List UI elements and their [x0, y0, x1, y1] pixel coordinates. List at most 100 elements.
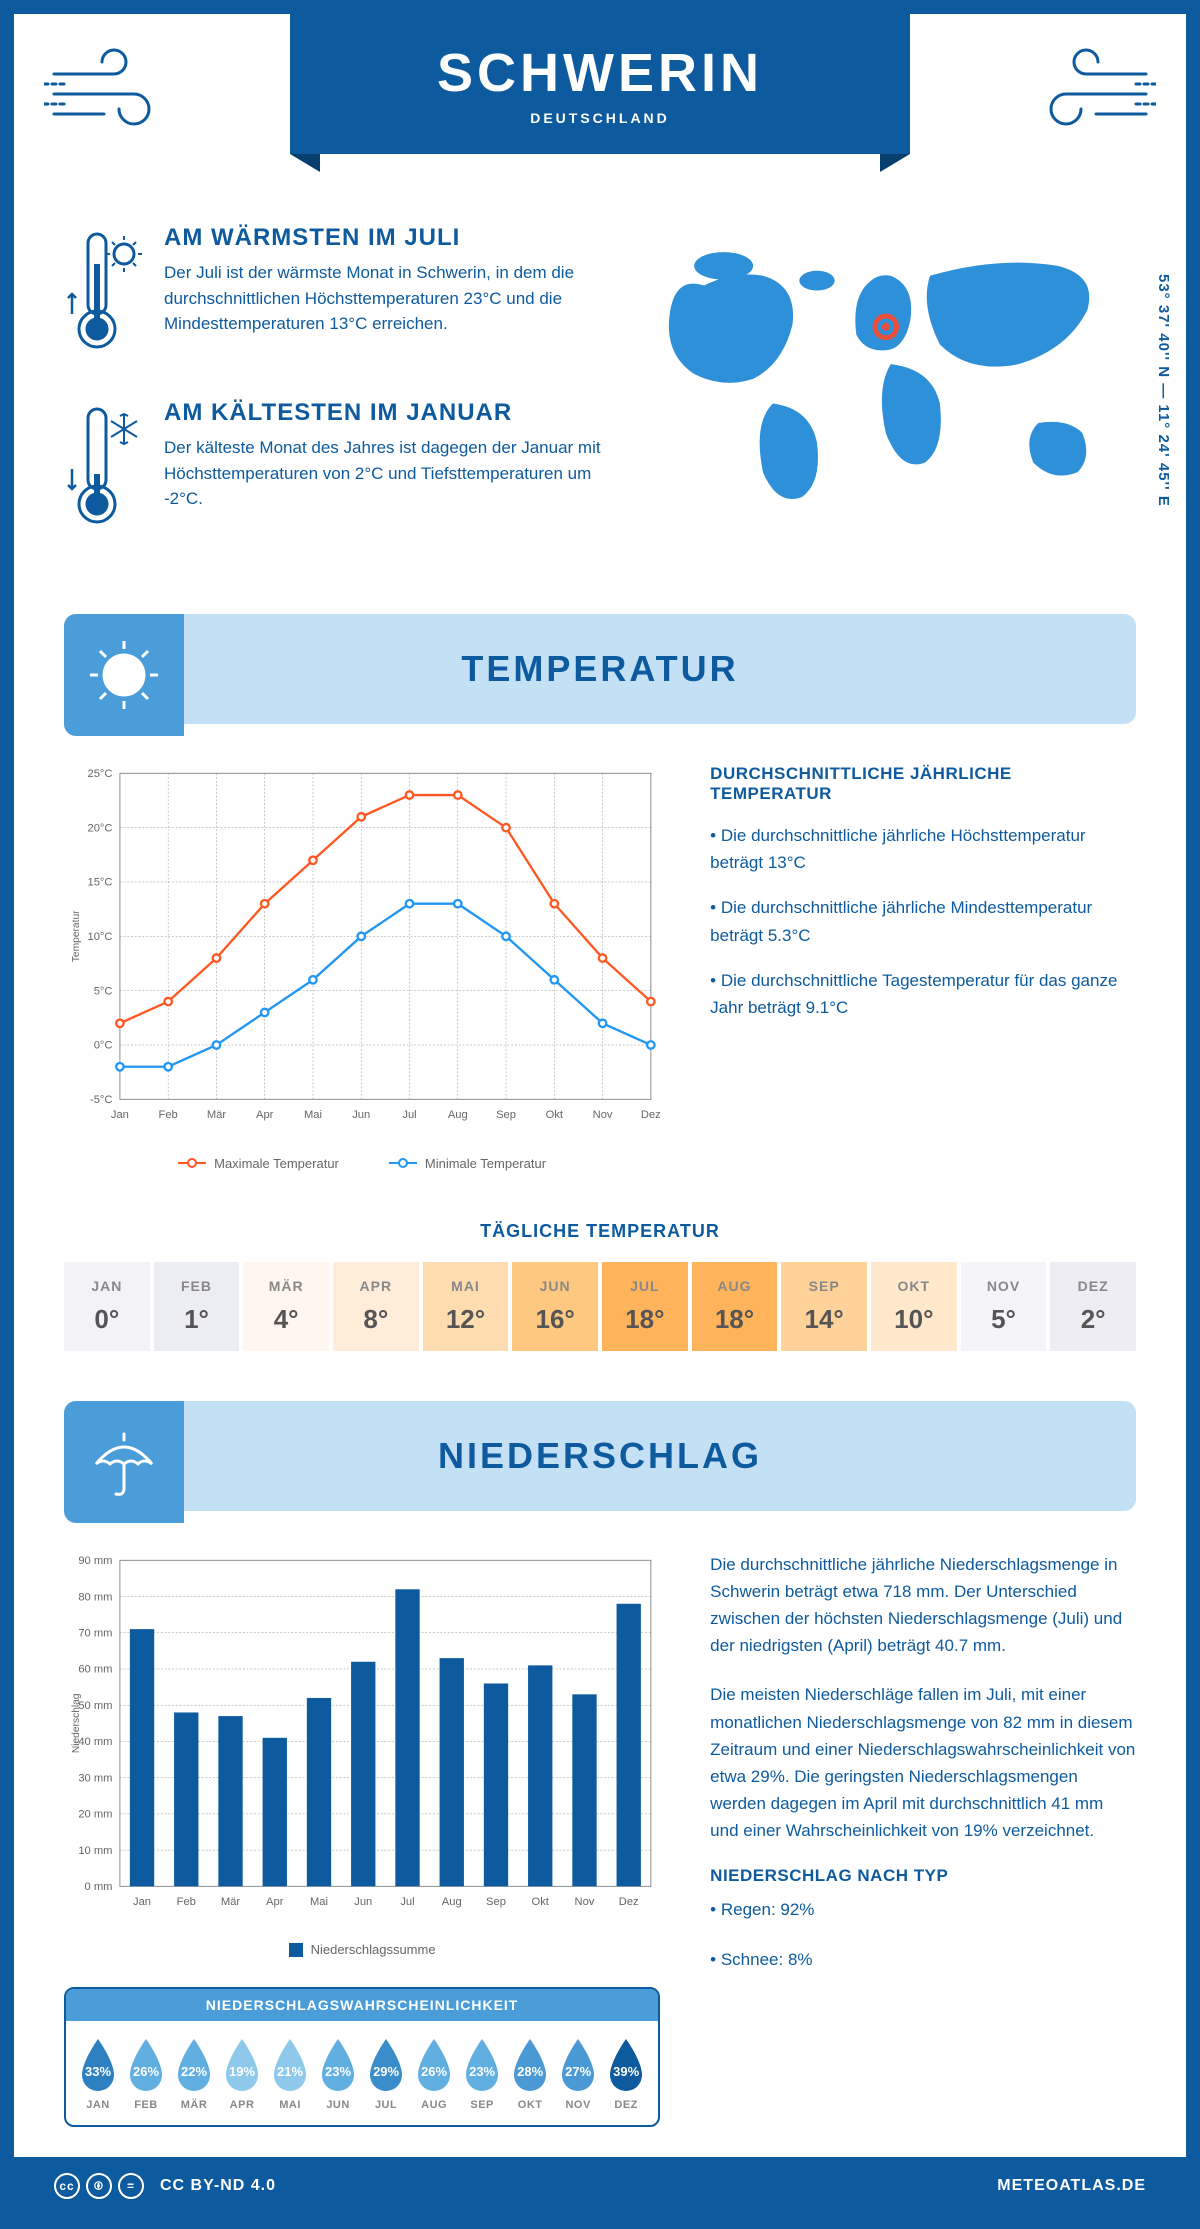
droplet-value: 23% — [469, 2064, 495, 2079]
droplet-month: JUN — [314, 2099, 362, 2111]
svg-text:Feb: Feb — [159, 1109, 178, 1121]
month-cell: JUN16° — [512, 1262, 598, 1351]
month-value: 12° — [427, 1304, 505, 1335]
month-label: NOV — [965, 1278, 1043, 1294]
svg-text:0°C: 0°C — [94, 1040, 113, 1052]
svg-text:Nov: Nov — [575, 1896, 595, 1908]
svg-text:10 mm: 10 mm — [78, 1844, 112, 1856]
month-cell: NOV 5° — [961, 1262, 1047, 1351]
droplet-month: AUG — [410, 2099, 458, 2111]
daily-temp-grid: JAN0°FEB1°MÄR4°APR8°MAI12°JUN16°JUL18°AU… — [64, 1262, 1136, 1351]
droplet-icon: 26% — [124, 2037, 168, 2093]
month-value: 2° — [1054, 1304, 1132, 1335]
month-cell: DEZ 2° — [1050, 1262, 1136, 1351]
svg-text:Nov: Nov — [593, 1109, 613, 1121]
droplet-value: 39% — [613, 2064, 639, 2079]
coordinates-label: 53° 37' 40'' N — 11° 24' 45'' E — [1155, 274, 1172, 507]
month-label: AUG — [696, 1278, 774, 1294]
coldest-text: Der kälteste Monat des Jahres ist dagege… — [164, 435, 605, 512]
precip-legend: Niederschlagssumme — [64, 1942, 660, 1957]
month-label: MÄR — [247, 1278, 325, 1294]
precip-text-1: Die durchschnittliche jährliche Niedersc… — [710, 1551, 1136, 1660]
month-label: SEP — [785, 1278, 863, 1294]
svg-text:20 mm: 20 mm — [78, 1808, 112, 1820]
droplet-value: 28% — [517, 2064, 543, 2079]
month-value: 5° — [965, 1304, 1043, 1335]
droplet-value: 26% — [421, 2064, 447, 2079]
temp-legend: Maximale Temperatur Minimale Temperatur — [64, 1156, 660, 1171]
svg-text:Jan: Jan — [133, 1896, 151, 1908]
precipitation-title: NIEDERSCHLAG — [134, 1435, 1066, 1477]
warmest-title: AM WÄRMSTEN IM JULI — [164, 224, 605, 252]
precipitation-section-header: NIEDERSCHLAG — [64, 1401, 1136, 1511]
precipitation-aside: Die durchschnittliche jährliche Niedersc… — [710, 1551, 1136, 2128]
droplet-value: 22% — [181, 2064, 207, 2079]
svg-text:80 mm: 80 mm — [78, 1591, 112, 1603]
droplet-icon: 27% — [556, 2037, 600, 2093]
site-label: METEOATLAS.DE — [997, 2177, 1146, 2195]
precip-type-bullet: • Regen: 92% — [710, 1896, 1136, 1923]
svg-text:30 mm: 30 mm — [78, 1772, 112, 1784]
probability-title: NIEDERSCHLAGSWAHRSCHEINLICHKEIT — [66, 1989, 658, 2021]
daily-temp-title: TÄGLICHE TEMPERATUR — [64, 1221, 1136, 1242]
droplet-cell: 26% AUG — [410, 2037, 458, 2111]
world-map — [645, 224, 1136, 524]
month-value: 16° — [516, 1304, 594, 1335]
droplet-month: JUL — [362, 2099, 410, 2111]
thermometer-hot-icon — [64, 224, 144, 369]
city-title: SCHWERIN — [437, 42, 763, 104]
droplet-value: 23% — [325, 2064, 351, 2079]
svg-text:90 mm: 90 mm — [78, 1555, 112, 1567]
svg-text:5°C: 5°C — [94, 985, 113, 997]
svg-text:15°C: 15°C — [88, 877, 113, 889]
svg-text:Apr: Apr — [256, 1109, 274, 1121]
month-label: OKT — [875, 1278, 953, 1294]
month-label: MAI — [427, 1278, 505, 1294]
month-cell: AUG 18° — [692, 1262, 778, 1351]
droplet-month: MÄR — [170, 2099, 218, 2111]
droplet-month: OKT — [506, 2099, 554, 2111]
droplet-cell: 19% APR — [218, 2037, 266, 2111]
month-value: 8° — [337, 1304, 415, 1335]
svg-text:Aug: Aug — [448, 1109, 468, 1121]
droplet-month: NOV — [554, 2099, 602, 2111]
month-value: 18° — [696, 1304, 774, 1335]
footer: cc 🅯 = CC BY-ND 4.0 METEOATLAS.DE — [14, 2157, 1186, 2215]
svg-text:Dez: Dez — [619, 1896, 639, 1908]
license-block: cc 🅯 = CC BY-ND 4.0 — [54, 2173, 276, 2199]
svg-text:Temperatur: Temperatur — [71, 910, 82, 962]
month-cell: JUL18° — [602, 1262, 688, 1351]
precip-type-bullet: • Schnee: 8% — [710, 1946, 1136, 1973]
droplet-month: DEZ — [602, 2099, 650, 2111]
month-cell: MÄR 4° — [243, 1262, 329, 1351]
by-icon: 🅯 — [86, 2173, 112, 2199]
droplet-icon: 39% — [604, 2037, 648, 2093]
droplet-cell: 22% MÄR — [170, 2037, 218, 2111]
temperature-aside: DURCHSCHNITTLICHE JÄHRLICHE TEMPERATUR •… — [710, 764, 1136, 1171]
month-label: DEZ — [1054, 1278, 1132, 1294]
svg-text:70 mm: 70 mm — [78, 1627, 112, 1639]
droplet-icon: 22% — [172, 2037, 216, 2093]
droplet-icon: 28% — [508, 2037, 552, 2093]
droplet-month: MAI — [266, 2099, 314, 2111]
droplet-month: FEB — [122, 2099, 170, 2111]
droplet-month: JAN — [74, 2099, 122, 2111]
month-cell: SEP14° — [781, 1262, 867, 1351]
droplet-cell: 33% JAN — [74, 2037, 122, 2111]
precip-by-type-title: NIEDERSCHLAG NACH TYP — [710, 1866, 1136, 1886]
droplet-cell: 23% SEP — [458, 2037, 506, 2111]
temperature-section-header: TEMPERATUR — [64, 614, 1136, 724]
month-value: 1° — [158, 1304, 236, 1335]
droplet-icon: 26% — [412, 2037, 456, 2093]
month-value: 4° — [247, 1304, 325, 1335]
month-label: JAN — [68, 1278, 146, 1294]
temp-bullet: • Die durchschnittliche jährliche Mindes… — [710, 894, 1136, 948]
month-label: FEB — [158, 1278, 236, 1294]
warmest-text: Der Juli ist der wärmste Monat in Schwer… — [164, 260, 605, 337]
droplet-cell: 26% FEB — [122, 2037, 170, 2111]
droplet-icon: 21% — [268, 2037, 312, 2093]
droplet-cell: 27% NOV — [554, 2037, 602, 2111]
temperature-title: TEMPERATUR — [134, 648, 1066, 690]
nd-icon: = — [118, 2173, 144, 2199]
droplet-icon: 29% — [364, 2037, 408, 2093]
